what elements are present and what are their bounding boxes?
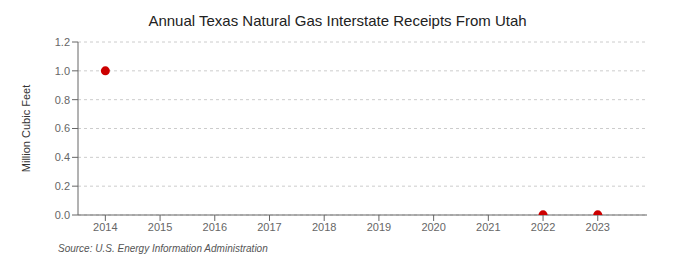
html-text:Annual Texas Natural Gas Inter: Annual Texas Natural Gas Interstate Rece… [148, 12, 527, 29]
svg-text:0.0: 0.0 [55, 209, 70, 221]
svg-text:2019: 2019 [367, 221, 391, 233]
svg-text:0.2: 0.2 [55, 180, 70, 192]
svg-text:2018: 2018 [312, 221, 336, 233]
html-text:Source: U.S. Energy Informatio: Source: U.S. Energy Information Administ… [58, 243, 268, 254]
svg-text:2020: 2020 [421, 221, 445, 233]
svg-text:1.2: 1.2 [55, 36, 70, 48]
svg-text:0.6: 0.6 [55, 122, 70, 134]
svg-text:2022: 2022 [531, 221, 555, 233]
svg-text:0.8: 0.8 [55, 94, 70, 106]
svg-text:1.0: 1.0 [55, 65, 70, 77]
svg-text:2017: 2017 [257, 221, 281, 233]
svg-text:2015: 2015 [148, 221, 172, 233]
svg-text:2016: 2016 [203, 221, 227, 233]
svg-text:2023: 2023 [586, 221, 610, 233]
svg-text:2021: 2021 [476, 221, 500, 233]
svg-text:2014: 2014 [93, 221, 117, 233]
svg-text:Million Cubic Feet: Million Cubic Feet [20, 85, 32, 172]
svg-text:0.4: 0.4 [55, 151, 70, 163]
